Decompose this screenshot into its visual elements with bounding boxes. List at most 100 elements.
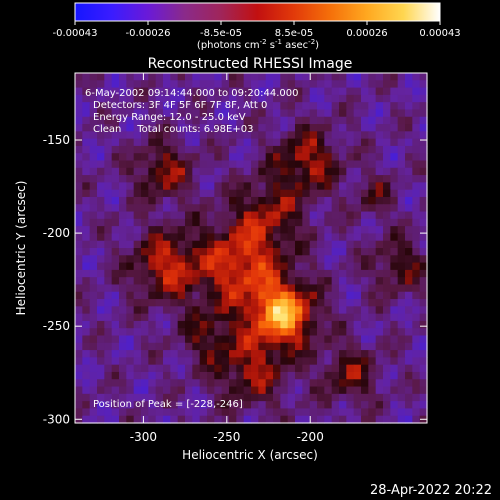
y-tick-label: -250 xyxy=(43,319,70,333)
heatmap-pixel xyxy=(368,357,377,366)
heatmap-pixel xyxy=(324,262,333,271)
heatmap-pixel xyxy=(104,138,113,147)
heatmap-pixel xyxy=(280,189,289,198)
heatmap-pixel xyxy=(133,189,142,198)
heatmap-pixel xyxy=(375,138,384,147)
heatmap-pixel xyxy=(229,153,237,162)
heatmap-pixel xyxy=(163,80,171,89)
heatmap-pixel xyxy=(331,379,340,388)
heatmap-pixel xyxy=(397,262,406,271)
heatmap-pixel xyxy=(75,182,83,191)
heatmap-pixel xyxy=(383,240,391,249)
heatmap-pixel xyxy=(214,401,223,410)
heatmap-pixel xyxy=(251,393,259,402)
heatmap-pixel xyxy=(251,226,259,235)
heatmap-pixel xyxy=(368,328,377,337)
heatmap-pixel xyxy=(192,386,201,395)
heatmap-pixel xyxy=(331,371,340,380)
heatmap-pixel xyxy=(141,131,149,140)
heatmap-pixel xyxy=(185,262,193,271)
heatmap-pixel xyxy=(280,269,289,278)
heatmap-pixel xyxy=(170,262,179,271)
heatmap-pixel xyxy=(207,313,215,322)
heatmap-pixel xyxy=(170,313,179,322)
heatmap-pixel xyxy=(141,393,149,402)
heatmap-pixel xyxy=(199,196,208,205)
heatmap-pixel xyxy=(302,284,311,293)
heatmap-pixel xyxy=(273,269,281,278)
heatmap-pixel xyxy=(75,299,83,307)
heatmap-pixel xyxy=(405,102,413,111)
heatmap-pixel xyxy=(339,350,347,358)
heatmap-pixel xyxy=(287,94,296,103)
heatmap-pixel xyxy=(89,87,98,96)
heatmap-pixel xyxy=(199,313,208,322)
heatmap-pixel xyxy=(89,102,98,111)
heatmap-pixel xyxy=(126,269,135,278)
heatmap-pixel xyxy=(390,415,399,424)
heatmap-pixel xyxy=(199,335,208,344)
heatmap-pixel xyxy=(148,350,157,358)
heatmap-pixel xyxy=(243,371,252,380)
heatmap-pixel xyxy=(75,109,83,118)
heatmap-pixel xyxy=(317,80,325,89)
heatmap-pixel xyxy=(309,87,318,96)
heatmap-pixel xyxy=(309,153,318,162)
heatmap-pixel xyxy=(199,145,208,154)
heatmap-pixel xyxy=(361,240,369,249)
heatmap-pixel xyxy=(353,167,362,176)
heatmap-pixel xyxy=(405,145,413,154)
heatmap-pixel xyxy=(317,342,325,351)
heatmap-pixel xyxy=(383,371,391,380)
heatmap-pixel xyxy=(119,364,127,373)
heatmap-pixel xyxy=(390,145,399,154)
heatmap-pixel xyxy=(309,189,318,198)
heatmap-pixel xyxy=(97,364,105,373)
heatmap-pixel xyxy=(229,320,237,329)
heatmap-pixel xyxy=(280,299,289,307)
heatmap-pixel xyxy=(265,160,274,169)
heatmap-pixel xyxy=(346,182,355,191)
heatmap-pixel xyxy=(287,189,296,198)
heatmap-pixel xyxy=(229,364,237,373)
heatmap-pixel xyxy=(273,320,281,329)
heatmap-pixel xyxy=(280,277,289,286)
heatmap-pixel xyxy=(390,277,399,286)
heatmap-pixel xyxy=(97,211,105,220)
heatmap-pixel xyxy=(207,299,215,307)
heatmap-pixel xyxy=(243,109,252,118)
heatmap-pixel xyxy=(251,167,259,176)
heatmap-pixel xyxy=(295,167,303,176)
heatmap-pixel xyxy=(177,379,186,388)
heatmap-pixel xyxy=(207,291,215,300)
heatmap-pixel xyxy=(104,284,113,293)
heatmap-pixel xyxy=(141,277,149,286)
heatmap-pixel xyxy=(309,393,318,402)
heatmap-pixel xyxy=(419,145,428,154)
heatmap-pixel xyxy=(317,189,325,198)
heatmap-pixel xyxy=(133,357,142,366)
heatmap-pixel xyxy=(170,153,179,162)
heatmap-pixel xyxy=(192,240,201,249)
heatmap-pixel xyxy=(82,153,91,162)
heatmap-pixel xyxy=(119,342,127,351)
heatmap-pixel xyxy=(324,328,333,337)
heatmap-pixel xyxy=(419,386,428,395)
heatmap-pixel xyxy=(265,415,274,424)
heatmap-pixel xyxy=(119,320,127,329)
heatmap-pixel xyxy=(236,393,245,402)
heatmap-pixel xyxy=(111,364,120,373)
heatmap-pixel xyxy=(82,255,91,264)
heatmap-pixel xyxy=(126,131,135,140)
heatmap-pixel xyxy=(111,255,120,264)
heatmap-pixel xyxy=(89,371,98,380)
heatmap-pixel xyxy=(141,371,149,380)
heatmap-pixel xyxy=(412,357,421,366)
heatmap-pixel xyxy=(251,255,259,264)
heatmap-pixel xyxy=(148,299,157,307)
heatmap-pixel xyxy=(273,167,281,176)
heatmap-pixel xyxy=(155,109,164,118)
heatmap-pixel xyxy=(126,145,135,154)
heatmap-pixel xyxy=(199,277,208,286)
heatmap-pixel xyxy=(236,262,245,271)
